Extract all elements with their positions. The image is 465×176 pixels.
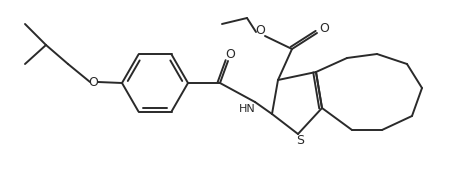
Text: O: O (88, 76, 98, 89)
Text: O: O (319, 21, 329, 34)
Text: HN: HN (239, 104, 255, 114)
Text: O: O (255, 24, 265, 37)
Text: S: S (296, 134, 304, 147)
Text: O: O (225, 48, 235, 61)
